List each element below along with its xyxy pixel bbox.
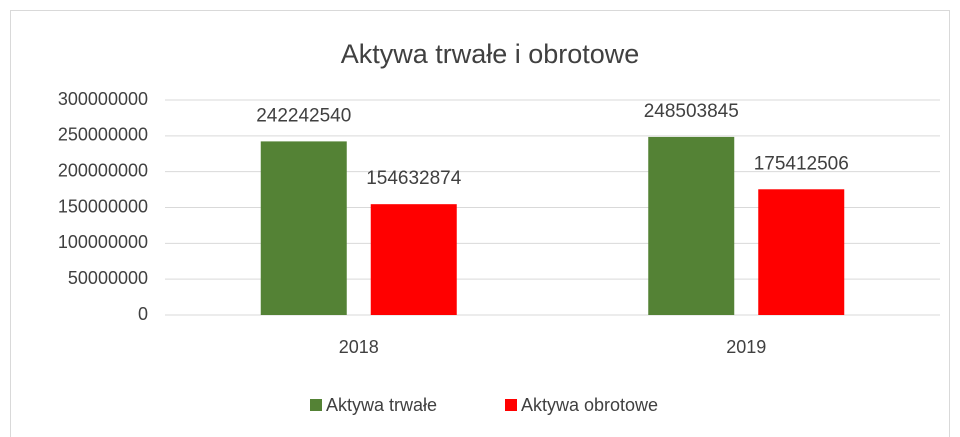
bar [758, 189, 845, 315]
data-label: 154632874 [366, 168, 462, 189]
legend-label: Aktywa obrotowe [521, 395, 658, 415]
x-tick-label: 2019 [726, 337, 766, 357]
y-tick-label: 50000000 [68, 268, 148, 288]
data-label: 242242540 [256, 105, 351, 126]
y-tick-label: 250000000 [58, 125, 148, 145]
bar [648, 136, 735, 315]
y-tick-label: 100000000 [58, 232, 148, 252]
bar [370, 204, 457, 315]
y-tick-label: 150000000 [58, 196, 148, 216]
x-tick-label: 2018 [339, 337, 379, 357]
legend-swatch [505, 399, 517, 411]
legend-label: Aktywa trwałe [326, 395, 437, 415]
bar [260, 141, 347, 315]
y-tick-label: 300000000 [58, 89, 148, 109]
y-tick-label: 0 [138, 304, 148, 324]
legend-swatch [310, 399, 322, 411]
chart-title: Aktywa trwałe i obrotowe [341, 39, 640, 69]
y-tick-label: 200000000 [58, 160, 148, 180]
data-label: 175412506 [754, 153, 849, 174]
data-label: 248503845 [644, 101, 739, 122]
